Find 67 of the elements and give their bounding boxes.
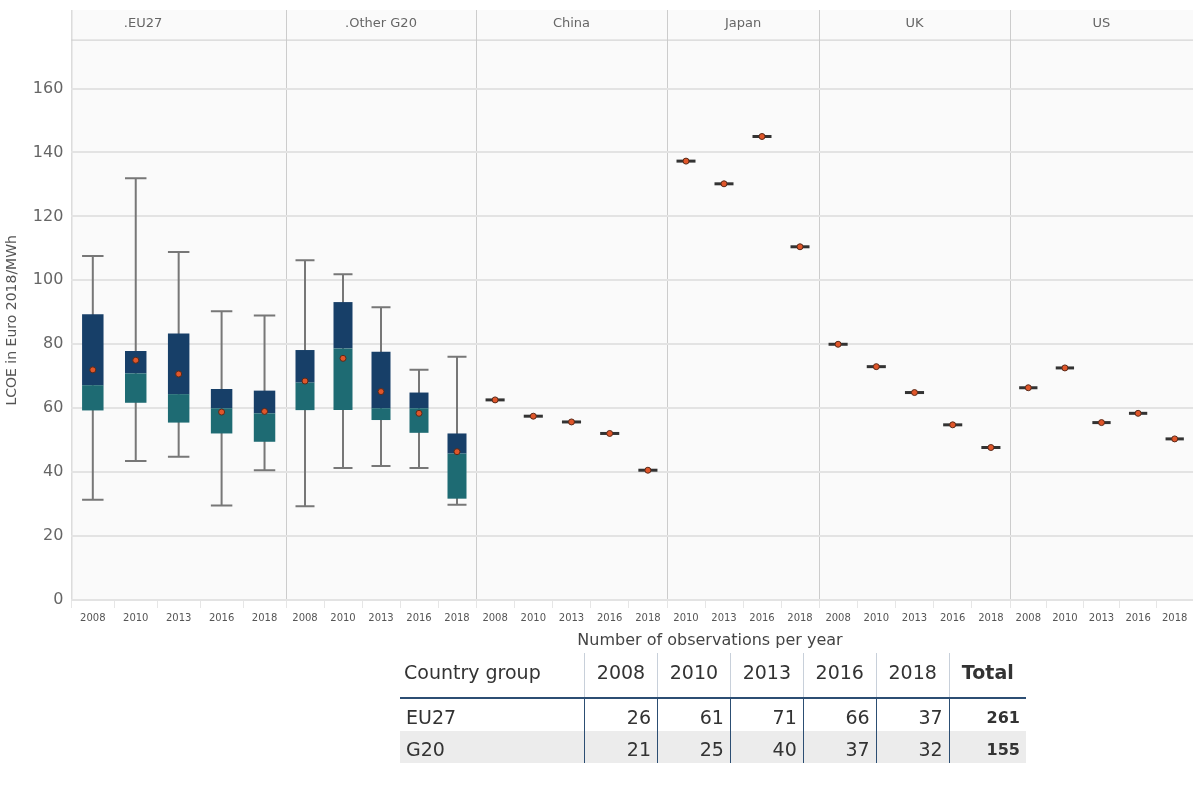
x-tick-label: 2010 [1052, 611, 1078, 623]
y-axis-title: LCOE in Euro 2018/MWh [3, 235, 20, 406]
y-tick-label: 0 [53, 589, 64, 609]
x-tick-label: 2013 [901, 611, 928, 623]
x-tick-label: 2010 [657, 653, 731, 698]
x-tick-label: 2013 [730, 653, 804, 698]
chart-title: .Other G20 [345, 15, 417, 31]
chart-title: .EU27 [123, 15, 163, 31]
data-label: 261 [949, 698, 1026, 731]
x-tick-label: 2013 [165, 611, 192, 623]
data-label: 71 [730, 698, 804, 731]
x-tick-label: 2013 [711, 611, 737, 623]
chart-title: UK [905, 15, 924, 31]
x-tick-label: 2016 [939, 611, 966, 623]
data-label: 66 [803, 698, 877, 731]
x-tick-label: 2008 [482, 611, 508, 623]
x-tick-label: 2016 [803, 653, 877, 698]
chart-title: Number of observations per year [576, 630, 844, 649]
y-tick-label: 100 [32, 269, 64, 289]
x-tick-label: 2018 [251, 611, 278, 623]
x-tick-label: 2013 [368, 611, 394, 623]
y-axis-title: Country group [400, 653, 585, 698]
x-tick-label: 2010 [330, 611, 356, 623]
chart-title: China [552, 15, 591, 31]
y-tick-label: 160 [32, 77, 64, 97]
x-tick-label: 2016 [596, 611, 623, 623]
x-tick-label: 2010 [520, 611, 547, 623]
x-tick-label: 2018 [444, 611, 470, 623]
x-tick-label: 2018 [876, 653, 950, 698]
x-tick-label: 2010 [863, 611, 890, 623]
x-tick-label: 2008 [584, 653, 658, 698]
x-tick-label: 2013 [558, 611, 585, 623]
x-tick-label: Total [949, 653, 1026, 698]
data-label: 26 [584, 698, 658, 731]
x-tick-label: 2008 [825, 611, 851, 623]
x-tick-label: 2016 [208, 611, 235, 623]
y-tick-label: 40 [42, 461, 64, 481]
y-tick-label: G20 [400, 731, 585, 763]
x-tick-label: 2013 [1088, 611, 1115, 623]
data-label: 40 [730, 731, 804, 763]
x-tick-label: 2018 [1161, 611, 1188, 623]
data-label: 25 [657, 731, 731, 763]
data-label: 37 [803, 731, 877, 763]
y-tick-label: 60 [42, 397, 64, 417]
y-tick-label: 20 [42, 525, 64, 545]
x-tick-label: 2018 [978, 611, 1004, 623]
y-tick-label: 80 [42, 333, 64, 353]
data-label: 37 [876, 698, 950, 731]
x-tick-label: 2016 [406, 611, 432, 623]
chart-title: US [1092, 15, 1111, 31]
data-label: 32 [876, 731, 950, 763]
x-tick-label: 2010 [673, 611, 699, 623]
x-tick-label: 2010 [123, 611, 149, 623]
x-tick-label: 2016 [1125, 611, 1151, 623]
x-tick-label: 2008 [292, 611, 318, 623]
y-tick-label: 120 [32, 205, 64, 225]
x-tick-label: 2018 [787, 611, 813, 623]
x-tick-label: 2008 [1015, 611, 1042, 623]
y-tick-label: 140 [32, 141, 64, 161]
data-label: 61 [657, 698, 731, 731]
data-label: 21 [584, 731, 658, 763]
chart-title: Japan [723, 15, 762, 31]
x-tick-label: 2016 [749, 611, 775, 623]
data-label: 155 [949, 731, 1026, 763]
x-tick-label: 2018 [635, 611, 661, 623]
x-tick-label: 2008 [80, 611, 106, 623]
y-tick-label: EU27 [405, 705, 458, 730]
